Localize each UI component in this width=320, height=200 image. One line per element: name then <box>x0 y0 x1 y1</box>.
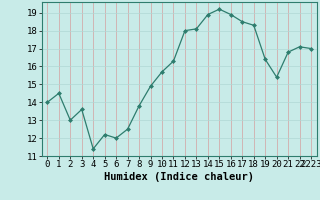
X-axis label: Humidex (Indice chaleur): Humidex (Indice chaleur) <box>104 172 254 182</box>
